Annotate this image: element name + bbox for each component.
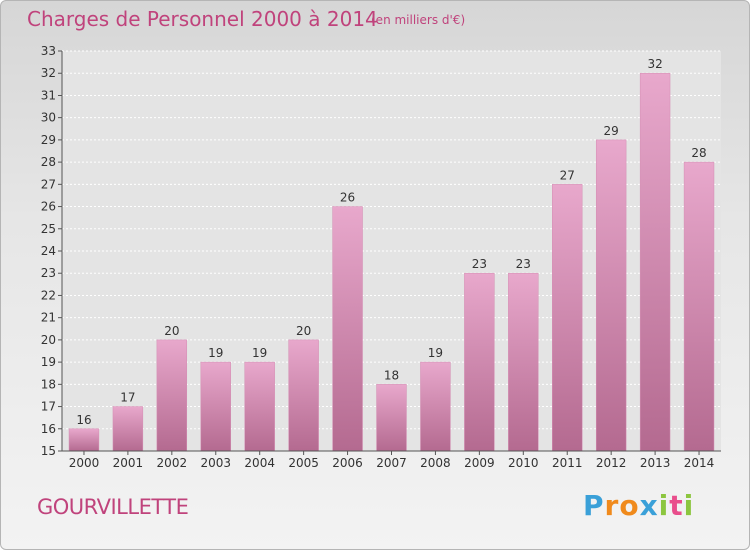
bar-value-label: 23 <box>516 257 531 271</box>
y-tick-label: 28 <box>41 155 56 169</box>
y-tick-label: 26 <box>41 200 56 214</box>
x-tick-label: 2005 <box>288 456 319 470</box>
y-tick-label: 22 <box>41 288 56 302</box>
x-tick-label: 2001 <box>113 456 144 470</box>
logo-letter: t <box>669 489 684 522</box>
x-tick-label: 2008 <box>420 456 451 470</box>
logo-letter: o <box>619 489 640 522</box>
x-tick-label: 2003 <box>200 456 231 470</box>
bar <box>332 206 363 452</box>
bar-value-label: 19 <box>208 346 223 360</box>
bar <box>244 361 275 452</box>
bar <box>595 139 627 452</box>
x-tick-label: 2011 <box>552 456 583 470</box>
bar <box>112 406 144 452</box>
bar <box>68 428 100 452</box>
y-tick-label: 21 <box>41 311 56 325</box>
bar-value-label: 29 <box>604 124 619 138</box>
y-tick-label: 19 <box>41 355 56 369</box>
bar-value-label: 20 <box>296 324 311 338</box>
logo-letter: P <box>583 489 605 522</box>
bar <box>464 272 495 452</box>
y-tick-label: 33 <box>41 44 56 58</box>
x-tick-label: 2010 <box>508 456 539 470</box>
x-tick-label: 2006 <box>332 456 363 470</box>
x-tick-label: 2002 <box>157 456 188 470</box>
logo-letter: i <box>658 489 670 522</box>
commune-name: GOURVILLETTE <box>37 495 189 519</box>
x-tick-label: 2012 <box>596 456 627 470</box>
y-tick-label: 15 <box>41 444 56 458</box>
y-tick-label: 18 <box>41 377 56 391</box>
chart-unit: (en milliers d'€) <box>371 13 466 27</box>
logo-letter: i <box>683 489 695 522</box>
bar <box>683 161 715 452</box>
logo-letter: x <box>639 489 659 522</box>
bar-value-label: 19 <box>252 346 267 360</box>
bar-value-label: 17 <box>120 391 135 405</box>
bar <box>508 272 539 452</box>
y-tick-label: 30 <box>41 111 56 125</box>
axes: 15 16 17 18 19 20 21 22 23 24 25 26 27 28 29 30 31 32 33 20… <box>41 44 721 470</box>
y-tick-label: 32 <box>41 66 56 80</box>
chart-title: Charges de Personnel 2000 à 2014 <box>27 7 378 31</box>
bar <box>552 184 583 452</box>
x-tick-label: 2007 <box>376 456 407 470</box>
y-tick-label: 23 <box>41 266 56 280</box>
bar <box>288 339 319 452</box>
x-tick-label: 2009 <box>464 456 495 470</box>
x-tick-label: 2000 <box>69 456 100 470</box>
x-tick-label: 2004 <box>244 456 275 470</box>
x-tick-label: 2013 <box>640 456 671 470</box>
bar <box>420 361 451 452</box>
bar-value-label: 32 <box>647 57 662 71</box>
bar <box>156 339 188 452</box>
x-tick-label: 2014 <box>684 456 715 470</box>
y-tick-label: 27 <box>41 177 56 191</box>
bar-value-label: 19 <box>428 346 443 360</box>
bar-value-label: 23 <box>472 257 487 271</box>
proxiti-logo[interactable]: Proxiti <box>583 489 694 522</box>
bars: 16 17 20 19 19 20 26 18 19 23 23 27 29 32 28 <box>68 57 715 452</box>
bar <box>200 361 231 452</box>
bar-value-label: 28 <box>691 146 706 160</box>
bar-value-label: 26 <box>340 191 355 205</box>
y-tick-label: 20 <box>41 333 56 347</box>
bar <box>639 72 671 452</box>
bar <box>376 384 407 452</box>
y-tick-label: 29 <box>41 133 56 147</box>
logo-letter: r <box>604 489 620 522</box>
y-tick-label: 16 <box>41 422 56 436</box>
y-tick-label: 24 <box>41 244 56 258</box>
bar-value-label: 27 <box>560 168 575 182</box>
y-tick-label: 17 <box>41 400 56 414</box>
bar-value-label: 18 <box>384 368 399 382</box>
y-tick-label: 25 <box>41 222 56 236</box>
bar-value-label: 20 <box>164 324 179 338</box>
y-tick-label: 31 <box>41 88 56 102</box>
bar-value-label: 16 <box>76 413 91 427</box>
